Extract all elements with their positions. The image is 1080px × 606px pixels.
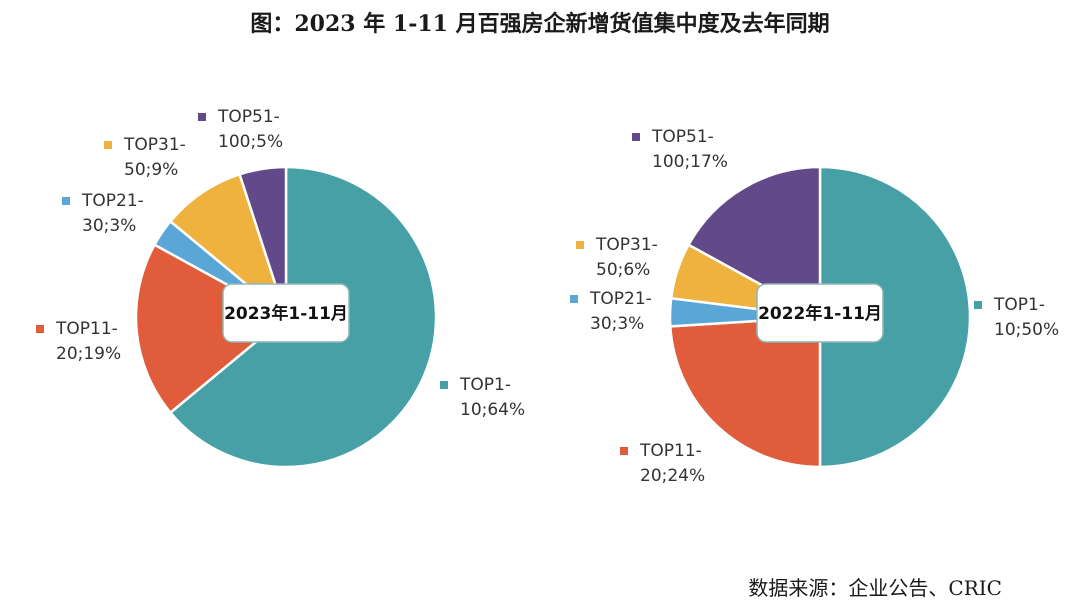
legend-marker [570, 295, 578, 303]
center-label-box [222, 283, 350, 343]
legend-marker [576, 241, 584, 249]
legend-marker [620, 447, 628, 455]
pie-slice-top51-100 [686, 165, 822, 320]
slice-label-top21-30: TOP21- 30;3% [62, 191, 144, 236]
center-label: 2023年1-11月 [224, 303, 348, 324]
center-label: 2022年1-11月 [758, 303, 882, 324]
slice-label-top11-20: TOP11- 20;24% [620, 441, 705, 486]
pie-slice-top1-10 [818, 165, 972, 469]
pie-slice-top11-20 [134, 243, 289, 415]
legend-marker [632, 133, 640, 141]
slice-label-line1: TOP1- [459, 375, 511, 395]
slice-label-top11-20: TOP11- 20;19% [36, 319, 121, 364]
slice-label-top31-50: TOP31- 50;6% [576, 235, 658, 280]
legend-marker [104, 141, 112, 149]
pie-slice-top11-20 [668, 315, 822, 469]
pie-slice-top31-50 [168, 172, 289, 321]
slice-label-line2: 20;19% [56, 344, 121, 364]
legend-marker [36, 325, 44, 333]
slice-label-line1: TOP11- [55, 319, 118, 339]
slice-label-line2: 20;24% [640, 466, 705, 486]
slice-label-line2: 10;64% [460, 400, 525, 420]
legend-marker [62, 197, 70, 205]
slice-label-line2: 100;5% [218, 132, 283, 152]
source-note: 数据来源：企业公告、CRIC [748, 576, 1002, 600]
slice-label-top1-10: TOP1- 10;50% [974, 295, 1059, 340]
legend-marker [974, 301, 982, 309]
page-title: 图：2023 年 1-11 月百强房企新增货值集中度及去年同期 [250, 11, 830, 37]
slice-label-line2: 50;6% [596, 260, 650, 280]
pie-chart-2022: 2022年1-11月 TOP1- 10;50% TOP11- 20;24% TOP21- 3… [570, 127, 1059, 486]
pie-chart-2023: 2023年1-11月 TOP1- 10;64% TOP11- 20;19% TOP21- 3… [36, 107, 525, 469]
legend-marker [198, 113, 206, 121]
slice-label-line2: 50;9% [124, 160, 178, 180]
slice-label-line1: TOP1- [993, 295, 1045, 315]
slice-label-line1: TOP31- [123, 135, 186, 155]
slice-label-line1: TOP31- [595, 235, 658, 255]
slice-label-line1: TOP51- [651, 127, 714, 147]
slice-label-top51-100: TOP51- 100;17% [632, 127, 728, 172]
slice-label-top31-50: TOP31- 50;9% [104, 135, 186, 180]
slice-label-line1: TOP51- [217, 107, 280, 127]
slice-label-line1: TOP21- [589, 289, 652, 309]
slice-label-line2: 100;17% [652, 152, 728, 172]
slice-label-top21-30: TOP21- 30;3% [570, 289, 652, 334]
slice-label-top51-100: TOP51- 100;5% [198, 107, 283, 152]
slice-label-line2: 10;50% [994, 320, 1059, 340]
legend-marker [440, 381, 448, 389]
center-label-box [756, 283, 884, 343]
slice-label-top1-10: TOP1- 10;64% [440, 375, 525, 420]
slice-label-line1: TOP21- [81, 191, 144, 211]
slice-label-line2: 30;3% [590, 314, 644, 334]
slice-label-line1: TOP11- [639, 441, 702, 461]
pie-slice-top51-100 [238, 165, 288, 318]
slice-label-line2: 30;3% [82, 216, 136, 236]
